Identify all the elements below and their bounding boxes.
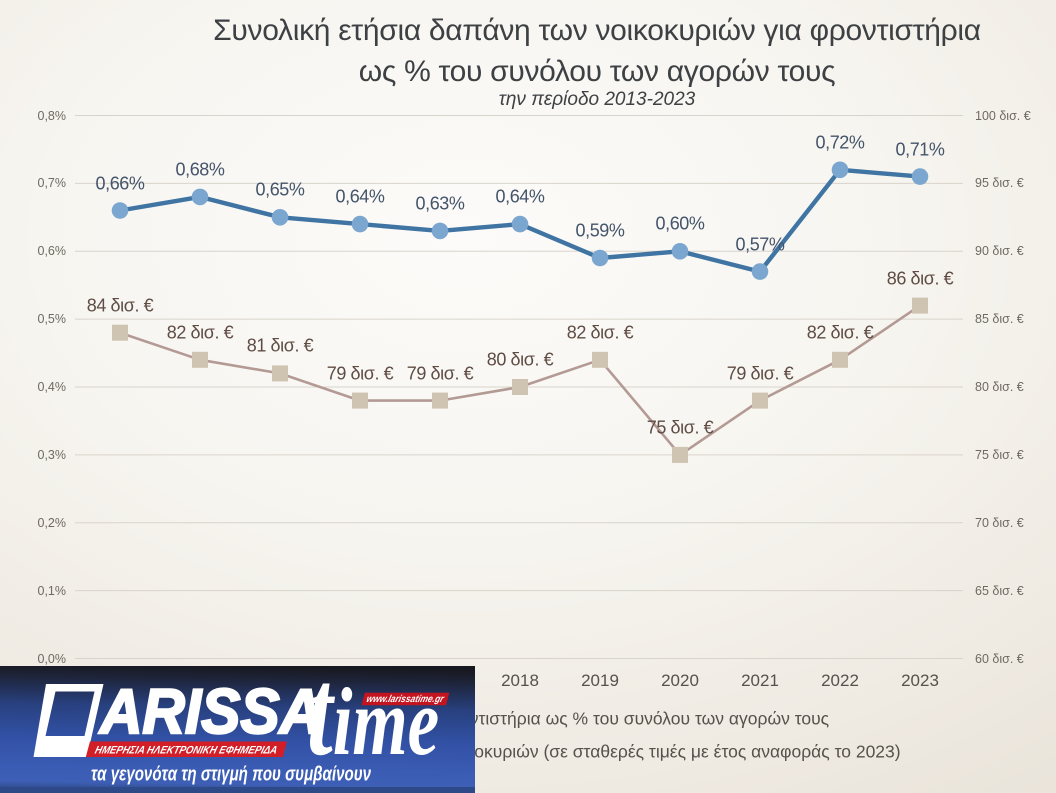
svg-text:time: time <box>307 666 439 781</box>
svg-text:τα γεγονότα τη στιγμή που συμβ: τα γεγονότα τη στιγμή που συμβαίνουν <box>91 764 371 786</box>
svg-text:www.larissatime.gr: www.larissatime.gr <box>365 694 446 705</box>
svg-text:ΗΜΕΡΗΣΙΑ ΗΛΕΚΤΡΟΝΙΚΗ ΕΦΗΜΕΡΙΔΑ: ΗΜΕΡΗΣΙΑ ΗΛΕΚΤΡΟΝΙΚΗ ΕΦΗΜΕΡΙΔΑ <box>94 744 279 756</box>
svg-text:ARISSA: ARISSA <box>98 677 322 747</box>
